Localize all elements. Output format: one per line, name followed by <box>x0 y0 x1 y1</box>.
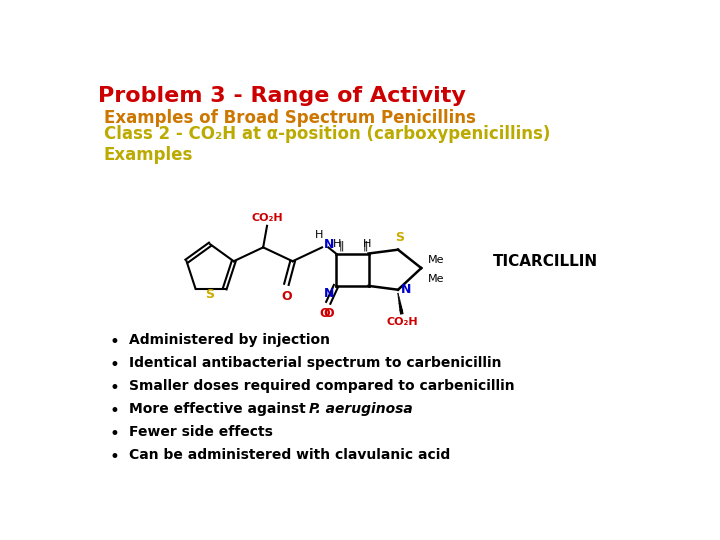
Text: Examples of Broad Spectrum Penicillins: Examples of Broad Spectrum Penicillins <box>104 110 476 127</box>
Text: •: • <box>109 402 120 420</box>
Text: ‖: ‖ <box>339 241 345 251</box>
Text: Administered by injection: Administered by injection <box>129 333 330 347</box>
Text: •: • <box>109 425 120 443</box>
Text: •: • <box>109 356 120 374</box>
Text: Fewer side effects: Fewer side effects <box>129 425 273 439</box>
Text: TICARCILLIN: TICARCILLIN <box>493 254 598 268</box>
Text: Me: Me <box>428 274 444 284</box>
Text: H: H <box>333 239 342 249</box>
Text: CO₂H: CO₂H <box>386 318 418 327</box>
Text: N: N <box>323 238 334 251</box>
Text: Identical antibacterial spectrum to carbenicillin: Identical antibacterial spectrum to carb… <box>129 356 501 370</box>
Text: Examples: Examples <box>104 146 194 164</box>
Text: N: N <box>324 287 335 300</box>
Text: P. aeruginosa: P. aeruginosa <box>309 402 413 416</box>
Text: N: N <box>401 283 412 296</box>
Text: H: H <box>315 230 323 240</box>
Text: Class 2 - CO₂H at α-position (carboxypenicillins): Class 2 - CO₂H at α-position (carboxypen… <box>104 125 550 143</box>
Text: Can be administered with clavulanic acid: Can be administered with clavulanic acid <box>129 448 450 462</box>
Text: S: S <box>395 231 404 244</box>
Text: •: • <box>109 448 120 466</box>
Text: CO₂H: CO₂H <box>251 213 283 222</box>
Text: •: • <box>109 379 120 397</box>
Text: •: • <box>109 333 120 351</box>
Text: O: O <box>323 307 333 320</box>
Text: Me: Me <box>428 255 444 265</box>
Text: Smaller doses required compared to carbenicillin: Smaller doses required compared to carbe… <box>129 379 514 393</box>
Text: More effective against: More effective against <box>129 402 310 416</box>
Text: O: O <box>281 291 292 303</box>
Text: ‖: ‖ <box>362 241 368 251</box>
Text: Problem 3 - Range of Activity: Problem 3 - Range of Activity <box>98 86 466 106</box>
Text: S: S <box>206 288 215 301</box>
Text: O: O <box>319 307 330 320</box>
Text: H: H <box>363 239 372 249</box>
